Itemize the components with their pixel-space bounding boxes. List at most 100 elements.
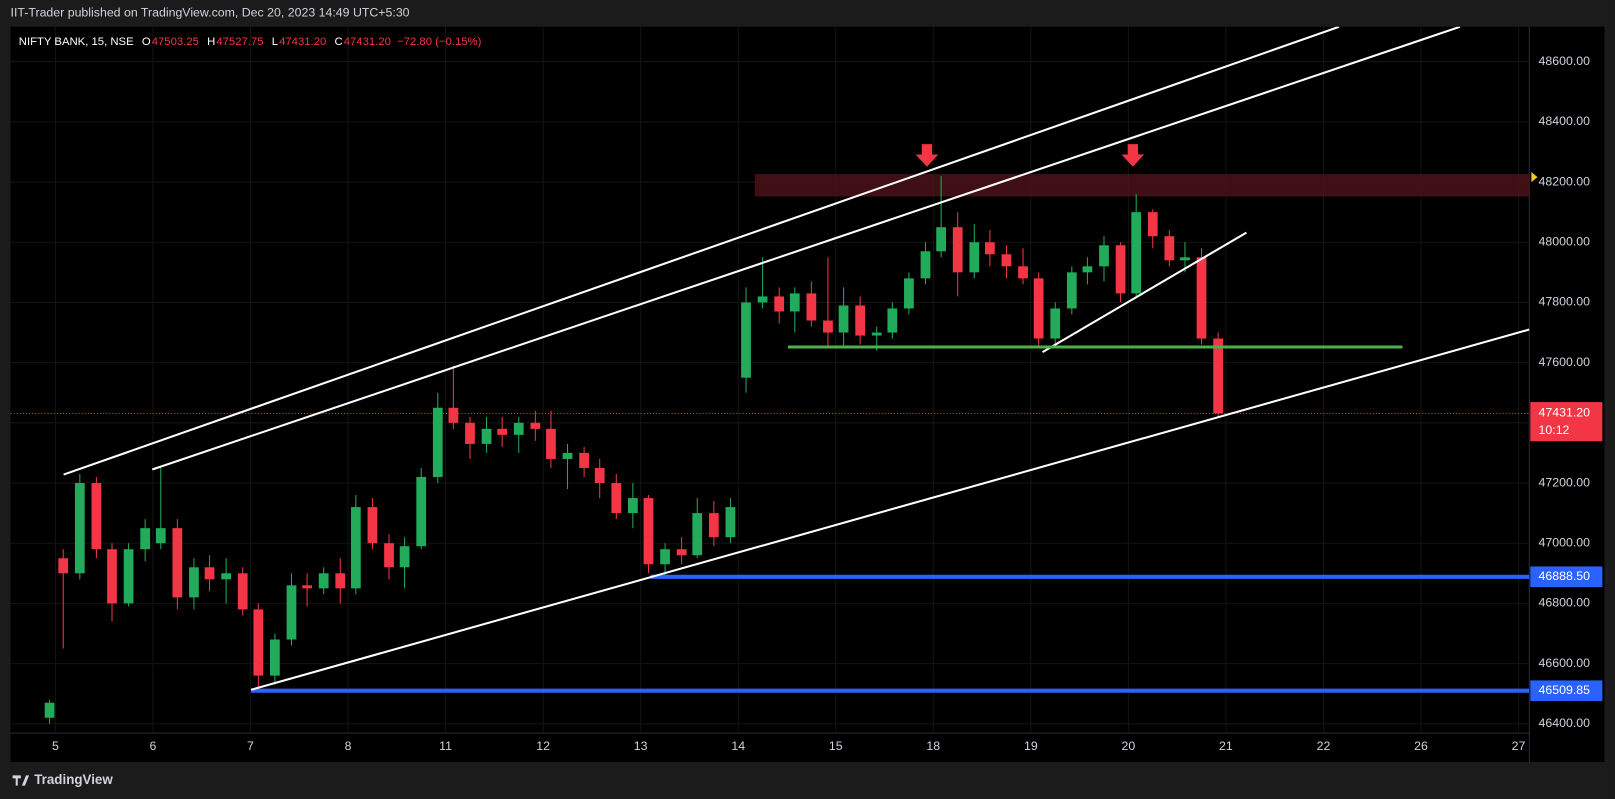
candle-body [204,567,215,580]
candle-body [741,302,751,378]
candle-body [725,507,736,538]
candle-body [952,227,963,273]
arrows [915,144,1145,167]
candle-body [1050,308,1061,339]
x-tick-label: 22 [1317,739,1331,753]
candle-body [253,609,264,676]
y-tick-label: 47800.00 [1539,295,1591,309]
candle-body [465,422,475,444]
x-tick-label: 14 [731,739,745,753]
down-arrow [915,144,939,167]
candle-body [530,422,541,429]
candle-body [1099,245,1109,267]
x-tick-label: 18 [926,739,940,753]
trend-line [151,26,1461,471]
candle-body [594,467,605,484]
candle-body [838,305,849,333]
price-tag-label: 46509.85 [1539,683,1591,697]
candle-body [155,528,166,544]
x-tick-label: 12 [536,739,550,753]
candle-body [1033,278,1044,339]
countdown-label: 10:12 [1539,423,1570,437]
legend-symbol: NIFTY BANK, 15, NSE [19,36,134,48]
y-tick-label: 48000.00 [1539,235,1591,249]
candle-body [984,242,995,255]
plot-area [10,26,1605,762]
x-tick-label: 13 [634,739,648,753]
legend-change: −72.80 (−0.15%) [397,36,482,48]
candle-body [367,507,378,544]
x-tick-label: 5 [52,739,59,753]
alert-marker [1531,171,1538,183]
candle-body [1131,212,1142,294]
x-tick-label: 11 [439,739,452,753]
candle-body [237,573,248,610]
y-tick-label: 47000.00 [1539,535,1591,549]
candle-body [611,483,622,514]
x-tick-label: 15 [829,739,843,753]
y-tick-label: 48200.00 [1539,174,1591,188]
candle-body [660,549,670,565]
candle-body [384,543,394,568]
down-arrow [1121,144,1145,167]
candle-body [335,573,346,589]
candle-body [399,546,410,568]
candle-body [1082,266,1093,273]
candle-body [1180,257,1190,261]
candle-body [1115,245,1126,294]
y-tick-label: 47200.00 [1539,475,1591,489]
candle-body [172,528,183,598]
candle-body [887,308,898,333]
price-tag [1530,566,1603,588]
candle-body [74,483,85,574]
candle-body [579,452,589,468]
candle-body [708,513,719,538]
legend-key: L [272,36,278,48]
legend-key: H [207,36,215,48]
x-tick-label: 26 [1414,739,1428,753]
y-tick-label: 46800.00 [1539,596,1591,610]
candle-body [1018,266,1028,279]
footer-logo [12,775,30,786]
candle-body [513,422,524,435]
candle-body [789,293,800,312]
candle-body [904,278,914,309]
candle-body [920,251,931,279]
candle-body [221,573,232,580]
last-price-label: 47431.20 [1539,406,1591,420]
candle-body [302,585,312,589]
candle-body [1196,257,1207,339]
candle-body [448,407,459,423]
candle-body [91,483,102,550]
resistance-zone [754,173,1530,197]
legend-value: 47431.20 [279,36,326,48]
candle-body [757,296,768,303]
legend-value: 47431.20 [344,36,391,48]
last-price-tag [1530,402,1603,442]
x-tick-label: 6 [150,739,157,753]
candle-body [189,567,199,598]
candle-body [562,452,573,459]
candle-body [1066,272,1077,309]
x-tick-label: 7 [247,739,254,753]
axes: 46400.00 46600.00 46800.00 47000.00 47200.00… [52,54,1603,753]
candle-body [855,305,866,336]
x-tick-label: 20 [1122,739,1136,753]
candle-body [123,549,134,604]
y-tick-label: 48400.00 [1539,114,1591,128]
candle-body [627,498,638,514]
header: IIT-Trader published on TradingView.com,… [11,6,410,20]
candle-body [432,407,443,477]
candle-body [1147,212,1158,237]
candle-body [58,558,69,574]
candle-body [350,507,361,589]
candle-body [823,320,833,333]
candle-body [774,296,785,312]
x-tick-label: 8 [345,739,352,753]
candle-body [107,549,117,604]
candle-body [1001,254,1012,267]
candle-body [481,428,492,444]
x-tick-label: 21 [1219,739,1233,753]
legend-value: 47503.25 [152,36,199,48]
